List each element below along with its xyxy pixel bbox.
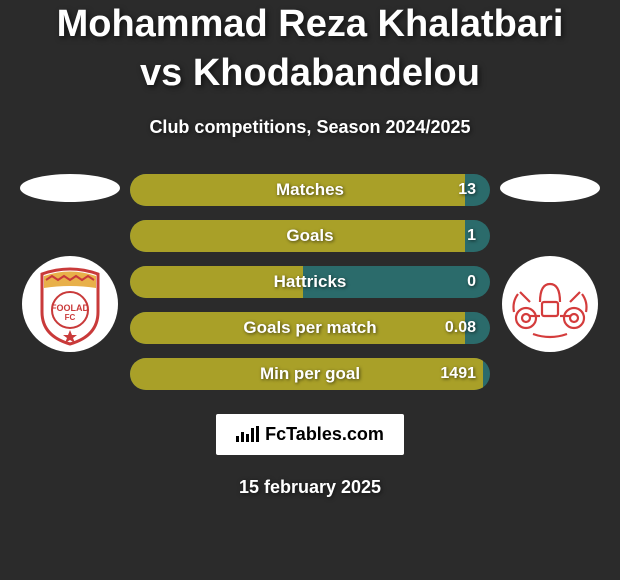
stat-label: Goals per match: [130, 312, 490, 344]
svg-text:FC: FC: [65, 313, 76, 322]
stat-value: 13: [458, 174, 476, 206]
stat-value: 1491: [440, 358, 476, 390]
svg-text:FOOLAD: FOOLAD: [51, 303, 89, 313]
branding-text: FcTables.com: [265, 424, 384, 445]
stat-label: Matches: [130, 174, 490, 206]
date: 15 february 2025: [239, 477, 381, 498]
stat-row-min-per-goal: Min per goal 1491: [130, 358, 490, 390]
subtitle: Club competitions, Season 2024/2025: [149, 117, 470, 138]
stat-label: Hattricks: [130, 266, 490, 298]
foolad-crest-icon: FOOLAD FC: [20, 254, 120, 354]
right-ellipse: [500, 174, 600, 202]
stat-row-matches: Matches 13: [130, 174, 490, 206]
stat-value: 0: [467, 266, 476, 298]
tractor-crest-icon: [500, 254, 600, 354]
comparison-title: Mohammad Reza Khalatbari vs Khodabandelo…: [0, 0, 620, 99]
stat-value: 1: [467, 220, 476, 252]
stat-value: 0.08: [445, 312, 476, 344]
right-crest: [500, 254, 600, 354]
left-column: FOOLAD FC: [10, 174, 130, 354]
stat-bars: Matches 13 Goals 1 Hattricks 0 Goals per…: [130, 174, 490, 390]
stat-row-goals: Goals 1: [130, 220, 490, 252]
stat-row-goals-per-match: Goals per match 0.08: [130, 312, 490, 344]
stat-label: Min per goal: [130, 358, 490, 390]
left-crest: FOOLAD FC: [20, 254, 120, 354]
branding-badge: FcTables.com: [216, 414, 404, 455]
stat-row-hattricks: Hattricks 0: [130, 266, 490, 298]
stat-label: Goals: [130, 220, 490, 252]
left-ellipse: [20, 174, 120, 202]
bars-icon: [236, 426, 259, 442]
stats-area: FOOLAD FC Matches 13 Goals 1 Hattricks 0: [0, 174, 620, 390]
right-column: [490, 174, 610, 354]
